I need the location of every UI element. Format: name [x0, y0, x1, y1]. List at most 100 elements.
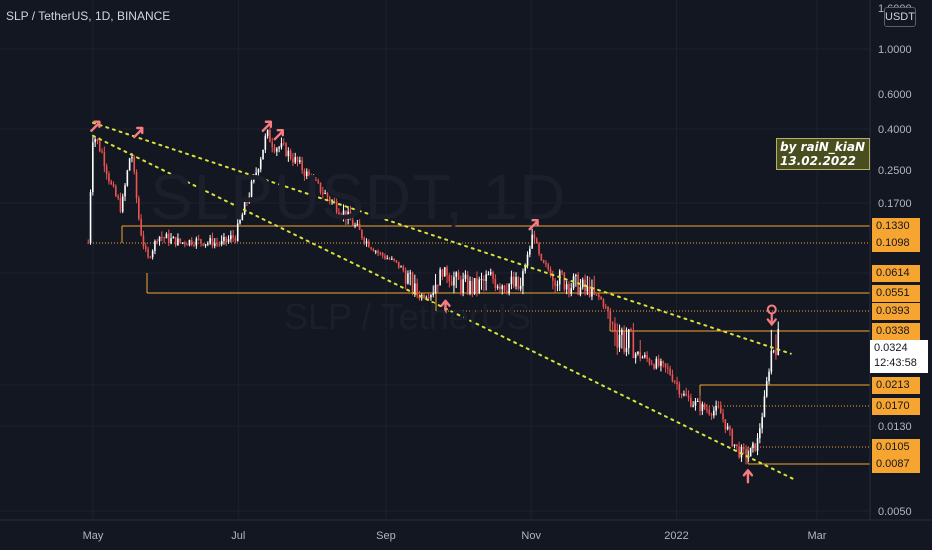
candle — [749, 447, 752, 457]
candle — [625, 347, 628, 352]
currency-unit-button[interactable]: USDT — [884, 7, 916, 27]
watermark-symbol: SLPUSDT, 1D — [150, 161, 567, 233]
candle — [188, 240, 191, 245]
candle — [133, 157, 136, 172]
last-price-label: 0.0324 12:43:58 — [870, 340, 928, 373]
candle — [257, 169, 260, 173]
level-label-0.0614: 0.0614 — [872, 264, 920, 282]
candle — [478, 279, 481, 293]
arrow-up-right-marker — [90, 120, 101, 132]
candle — [644, 355, 646, 358]
short-signal-icon — [766, 304, 777, 315]
candle — [577, 274, 579, 295]
candle — [216, 243, 218, 245]
candle — [92, 142, 94, 193]
candle — [515, 276, 517, 287]
time-axis[interactable]: May Jul Sep Nov 2022 Mar — [0, 519, 932, 542]
candle — [87, 242, 90, 244]
level-label-0.0551: 0.0551 — [872, 284, 920, 302]
candle — [715, 406, 717, 411]
candle — [535, 238, 538, 244]
candle — [253, 175, 255, 182]
candle — [338, 212, 340, 215]
candle — [124, 185, 126, 197]
candle — [586, 286, 589, 292]
candle — [278, 147, 280, 149]
level-label-0.1330: 0.1330 — [872, 217, 920, 235]
candle — [485, 274, 487, 281]
candle — [349, 211, 352, 221]
candle — [379, 252, 382, 254]
candle — [733, 444, 736, 447]
candle — [602, 299, 605, 307]
candle — [310, 175, 313, 185]
candle — [273, 147, 276, 152]
candle — [299, 160, 301, 162]
candle — [703, 403, 706, 409]
candle — [372, 248, 375, 252]
candle — [460, 279, 462, 294]
candle — [232, 235, 234, 238]
candle — [692, 405, 694, 407]
candle — [289, 150, 292, 159]
candle — [324, 193, 326, 195]
candle — [632, 330, 635, 359]
candle — [469, 280, 471, 294]
candle — [598, 294, 600, 297]
candle — [276, 148, 278, 152]
candle — [98, 141, 101, 152]
time-tick-label: Nov — [521, 530, 541, 542]
arrow-up-marker — [440, 299, 451, 314]
candle — [593, 287, 596, 295]
level-label-0.0105: 0.0105 — [872, 438, 920, 456]
candle — [308, 171, 310, 176]
candle — [740, 446, 743, 458]
candle — [280, 143, 283, 148]
arrow-up-right-marker — [273, 129, 284, 141]
candle — [388, 258, 391, 260]
candle — [604, 306, 607, 308]
candle — [174, 237, 177, 246]
candle — [259, 159, 262, 170]
candle — [687, 395, 690, 398]
candle — [570, 288, 573, 294]
candle — [678, 383, 681, 395]
candle — [292, 158, 294, 163]
candle — [669, 368, 671, 375]
candle — [540, 253, 543, 261]
candle — [685, 393, 688, 396]
author-date: 13.02.2022 — [780, 154, 856, 168]
candle — [595, 294, 598, 296]
candle — [425, 297, 428, 299]
candle — [361, 229, 363, 239]
watermark-description: SLP / TetherUS — [284, 296, 531, 337]
candle — [506, 290, 508, 294]
candle — [618, 334, 621, 348]
candle — [197, 238, 200, 240]
candle — [223, 236, 225, 241]
candle — [391, 258, 393, 260]
candle — [499, 286, 501, 290]
candle — [607, 306, 609, 312]
price-tick-label: 0.0050 — [878, 506, 912, 518]
signal-markers — [90, 120, 777, 484]
candle — [552, 275, 554, 281]
candle — [397, 261, 400, 268]
candle — [243, 201, 246, 215]
candle — [121, 196, 124, 212]
time-tick-label: Sep — [376, 530, 396, 542]
candle — [480, 279, 483, 281]
candle — [768, 371, 770, 382]
candle — [634, 353, 637, 359]
candle — [144, 246, 147, 250]
candle — [211, 238, 214, 246]
candle — [315, 179, 317, 181]
candle — [347, 211, 349, 220]
candle — [719, 407, 722, 414]
candle — [108, 173, 110, 182]
candle — [561, 271, 563, 273]
candle — [230, 235, 232, 240]
candle — [402, 266, 405, 271]
candle — [255, 172, 257, 176]
